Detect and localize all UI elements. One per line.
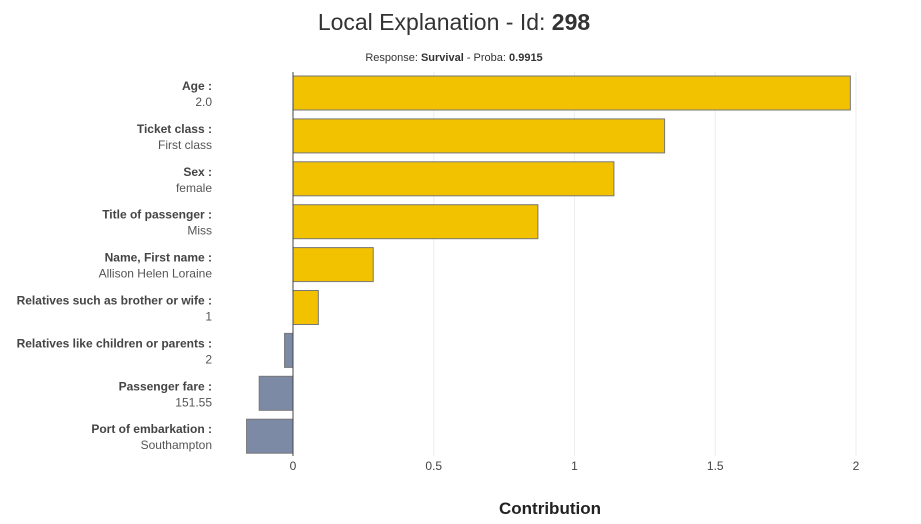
x-axis-label: Contribution (499, 499, 601, 518)
response-label: Response: (365, 52, 421, 64)
feature-name-label: Port of embarkation : (91, 422, 212, 436)
feature-name-label: Ticket class : (137, 122, 212, 136)
bar-8 (258, 375, 294, 411)
feature-value-label: First class (158, 138, 212, 152)
bar-2 (292, 118, 666, 154)
bar-6 (292, 290, 319, 325)
feature-value-label: 2.0 (195, 95, 212, 109)
feature-value-label: Southampton (141, 438, 212, 452)
feature-name-label: Title of passenger : (102, 208, 212, 222)
feature-value-label: Miss (187, 224, 212, 238)
chart-subtitle: Response: Survival - Proba: 0.9915 (0, 52, 908, 64)
feature-value-label: 2 (205, 352, 212, 366)
chart-title-id: 298 (551, 9, 591, 35)
bar-7 (284, 332, 294, 368)
feature-value-label: Allison Helen Loraine (99, 267, 213, 281)
bar-9 (246, 418, 294, 454)
response-value: Survival (420, 52, 464, 64)
feature-value-label: 151.55 (175, 395, 212, 409)
feature-name-label: Passenger fare : (119, 379, 212, 393)
feature-value-label: female (176, 181, 212, 195)
feature-name-label: Name, First name : (105, 251, 212, 265)
x-tick-label: 1.5 (707, 459, 724, 473)
bar-4 (292, 204, 539, 240)
feature-name-label: Sex : (183, 165, 212, 179)
bar-1 (292, 75, 851, 111)
bar-5 (292, 247, 374, 283)
proba-label: - Proba: (463, 52, 510, 64)
proba-value: 0.9915 (509, 52, 543, 64)
chart-title: Local Explanation - Id: 298 (0, 9, 908, 36)
feature-value-label: 1 (205, 310, 212, 324)
x-tick-label: 0.5 (425, 459, 442, 473)
x-tick-label: 2 (853, 459, 860, 473)
feature-name-label: Age : (182, 79, 212, 93)
x-tick-label: 0 (290, 459, 297, 473)
feature-name-label: Relatives like children or parents : (17, 336, 212, 350)
x-tick-label: 1 (571, 459, 578, 473)
feature-name-label: Relatives such as brother or wife : (17, 294, 212, 308)
chart-title-prefix: Local Explanation - Id: (317, 9, 552, 35)
bar-3 (292, 161, 615, 197)
